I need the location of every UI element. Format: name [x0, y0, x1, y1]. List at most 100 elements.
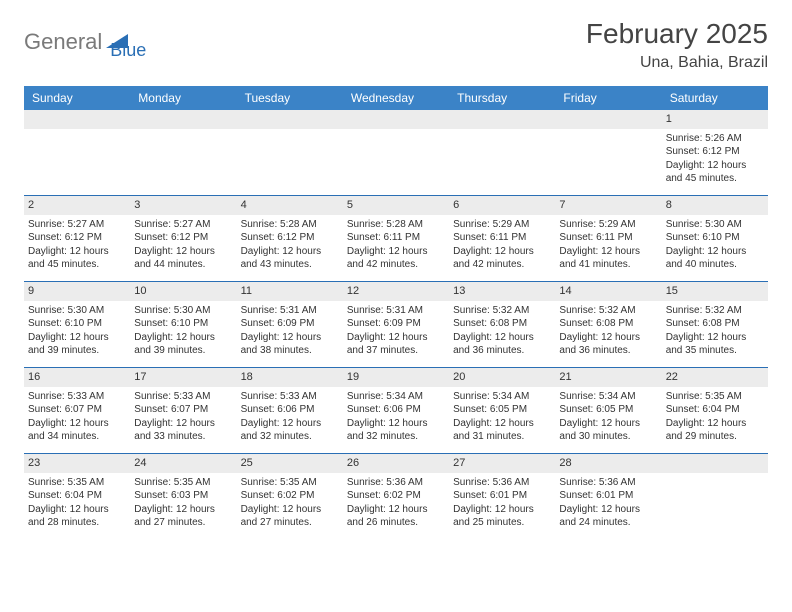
- calendar-week: 9Sunrise: 5:30 AMSunset: 6:10 PMDaylight…: [24, 282, 768, 368]
- sunrise-line: Sunrise: 5:34 AM: [453, 390, 551, 404]
- day-number: 19: [343, 368, 449, 387]
- daylight-line: Daylight: 12 hours and 25 minutes.: [453, 503, 551, 530]
- day-number: 9: [24, 282, 130, 301]
- sunset-line: Sunset: 6:11 PM: [453, 231, 551, 245]
- sunrise-line: Sunrise: 5:32 AM: [453, 304, 551, 318]
- weekday-header-row: SundayMondayTuesdayWednesdayThursdayFrid…: [24, 86, 768, 110]
- day-number: [130, 110, 236, 129]
- day-number: 18: [237, 368, 343, 387]
- day-number: 3: [130, 196, 236, 215]
- calendar-day: 26Sunrise: 5:36 AMSunset: 6:02 PMDayligh…: [343, 454, 449, 540]
- calendar-day: 7Sunrise: 5:29 AMSunset: 6:11 PMDaylight…: [555, 196, 661, 281]
- weekday-header: Thursday: [449, 86, 555, 110]
- calendar-day: [237, 110, 343, 195]
- daylight-line: Daylight: 12 hours and 34 minutes.: [28, 417, 126, 444]
- calendar-day: 28Sunrise: 5:36 AMSunset: 6:01 PMDayligh…: [555, 454, 661, 540]
- weekday-header: Wednesday: [343, 86, 449, 110]
- calendar-day: 11Sunrise: 5:31 AMSunset: 6:09 PMDayligh…: [237, 282, 343, 367]
- header: General Blue February 2025 Una, Bahia, B…: [24, 18, 768, 72]
- calendar-day: 20Sunrise: 5:34 AMSunset: 6:05 PMDayligh…: [449, 368, 555, 453]
- calendar-day: 23Sunrise: 5:35 AMSunset: 6:04 PMDayligh…: [24, 454, 130, 540]
- calendar-day: [449, 110, 555, 195]
- calendar-day: [555, 110, 661, 195]
- day-number: 28: [555, 454, 661, 473]
- calendar-day: 4Sunrise: 5:28 AMSunset: 6:12 PMDaylight…: [237, 196, 343, 281]
- calendar-day: 25Sunrise: 5:35 AMSunset: 6:02 PMDayligh…: [237, 454, 343, 540]
- sunrise-line: Sunrise: 5:26 AM: [666, 132, 764, 146]
- daylight-line: Daylight: 12 hours and 27 minutes.: [134, 503, 232, 530]
- calendar-day: 21Sunrise: 5:34 AMSunset: 6:05 PMDayligh…: [555, 368, 661, 453]
- daylight-line: Daylight: 12 hours and 24 minutes.: [559, 503, 657, 530]
- calendar-day: 13Sunrise: 5:32 AMSunset: 6:08 PMDayligh…: [449, 282, 555, 367]
- sunset-line: Sunset: 6:10 PM: [666, 231, 764, 245]
- sunset-line: Sunset: 6:09 PM: [347, 317, 445, 331]
- sunset-line: Sunset: 6:12 PM: [241, 231, 339, 245]
- calendar-day: 24Sunrise: 5:35 AMSunset: 6:03 PMDayligh…: [130, 454, 236, 540]
- calendar-day: [343, 110, 449, 195]
- day-number: 6: [449, 196, 555, 215]
- logo: General Blue: [24, 18, 146, 61]
- sunrise-line: Sunrise: 5:33 AM: [241, 390, 339, 404]
- sunset-line: Sunset: 6:04 PM: [666, 403, 764, 417]
- day-number: 23: [24, 454, 130, 473]
- calendar: SundayMondayTuesdayWednesdayThursdayFrid…: [24, 86, 768, 540]
- daylight-line: Daylight: 12 hours and 36 minutes.: [453, 331, 551, 358]
- sunrise-line: Sunrise: 5:36 AM: [453, 476, 551, 490]
- day-number: 15: [662, 282, 768, 301]
- day-number: 14: [555, 282, 661, 301]
- sunrise-line: Sunrise: 5:28 AM: [347, 218, 445, 232]
- sunset-line: Sunset: 6:12 PM: [666, 145, 764, 159]
- day-number: 5: [343, 196, 449, 215]
- day-number: 11: [237, 282, 343, 301]
- daylight-line: Daylight: 12 hours and 37 minutes.: [347, 331, 445, 358]
- day-number: [237, 110, 343, 129]
- day-number: 8: [662, 196, 768, 215]
- sunset-line: Sunset: 6:06 PM: [347, 403, 445, 417]
- daylight-line: Daylight: 12 hours and 42 minutes.: [453, 245, 551, 272]
- day-number: [662, 454, 768, 473]
- sunrise-line: Sunrise: 5:27 AM: [28, 218, 126, 232]
- sunset-line: Sunset: 6:08 PM: [559, 317, 657, 331]
- sunrise-line: Sunrise: 5:33 AM: [134, 390, 232, 404]
- day-number: 12: [343, 282, 449, 301]
- day-number: 4: [237, 196, 343, 215]
- sunset-line: Sunset: 6:11 PM: [559, 231, 657, 245]
- sunrise-line: Sunrise: 5:29 AM: [453, 218, 551, 232]
- day-number: 26: [343, 454, 449, 473]
- sunset-line: Sunset: 6:01 PM: [453, 489, 551, 503]
- sunrise-line: Sunrise: 5:27 AM: [134, 218, 232, 232]
- calendar-day: 6 Sunrise: 5:29 AMSunset: 6:11 PMDaylight…: [449, 196, 555, 281]
- sunset-line: Sunset: 6:09 PM: [241, 317, 339, 331]
- daylight-line: Daylight: 12 hours and 44 minutes.: [134, 245, 232, 272]
- calendar-day: [24, 110, 130, 195]
- day-number: [343, 110, 449, 129]
- calendar-week: 2Sunrise: 5:27 AMSunset: 6:12 PMDaylight…: [24, 196, 768, 282]
- sunrise-line: Sunrise: 5:29 AM: [559, 218, 657, 232]
- sunrise-line: Sunrise: 5:31 AM: [347, 304, 445, 318]
- calendar-day: 10Sunrise: 5:30 AMSunset: 6:10 PMDayligh…: [130, 282, 236, 367]
- sunrise-line: Sunrise: 5:35 AM: [134, 476, 232, 490]
- day-number: [24, 110, 130, 129]
- sunset-line: Sunset: 6:12 PM: [134, 231, 232, 245]
- weekday-header: Sunday: [24, 86, 130, 110]
- daylight-line: Daylight: 12 hours and 29 minutes.: [666, 417, 764, 444]
- calendar-day: 8Sunrise: 5:30 AMSunset: 6:10 PMDaylight…: [662, 196, 768, 281]
- calendar-day: 17Sunrise: 5:33 AMSunset: 6:07 PMDayligh…: [130, 368, 236, 453]
- daylight-line: Daylight: 12 hours and 30 minutes.: [559, 417, 657, 444]
- sunrise-line: Sunrise: 5:33 AM: [28, 390, 126, 404]
- calendar-day: [662, 454, 768, 540]
- daylight-line: Daylight: 12 hours and 45 minutes.: [28, 245, 126, 272]
- day-number: 21: [555, 368, 661, 387]
- day-number: 17: [130, 368, 236, 387]
- calendar-day: 9Sunrise: 5:30 AMSunset: 6:10 PMDaylight…: [24, 282, 130, 367]
- calendar-day: 22Sunrise: 5:35 AMSunset: 6:04 PMDayligh…: [662, 368, 768, 453]
- daylight-line: Daylight: 12 hours and 26 minutes.: [347, 503, 445, 530]
- day-number: 24: [130, 454, 236, 473]
- logo-text-blue: Blue: [110, 40, 146, 61]
- day-number: 2: [24, 196, 130, 215]
- weekday-header: Monday: [130, 86, 236, 110]
- calendar-week: 16Sunrise: 5:33 AMSunset: 6:07 PMDayligh…: [24, 368, 768, 454]
- sunset-line: Sunset: 6:11 PM: [347, 231, 445, 245]
- sunset-line: Sunset: 6:05 PM: [453, 403, 551, 417]
- daylight-line: Daylight: 12 hours and 45 minutes.: [666, 159, 764, 186]
